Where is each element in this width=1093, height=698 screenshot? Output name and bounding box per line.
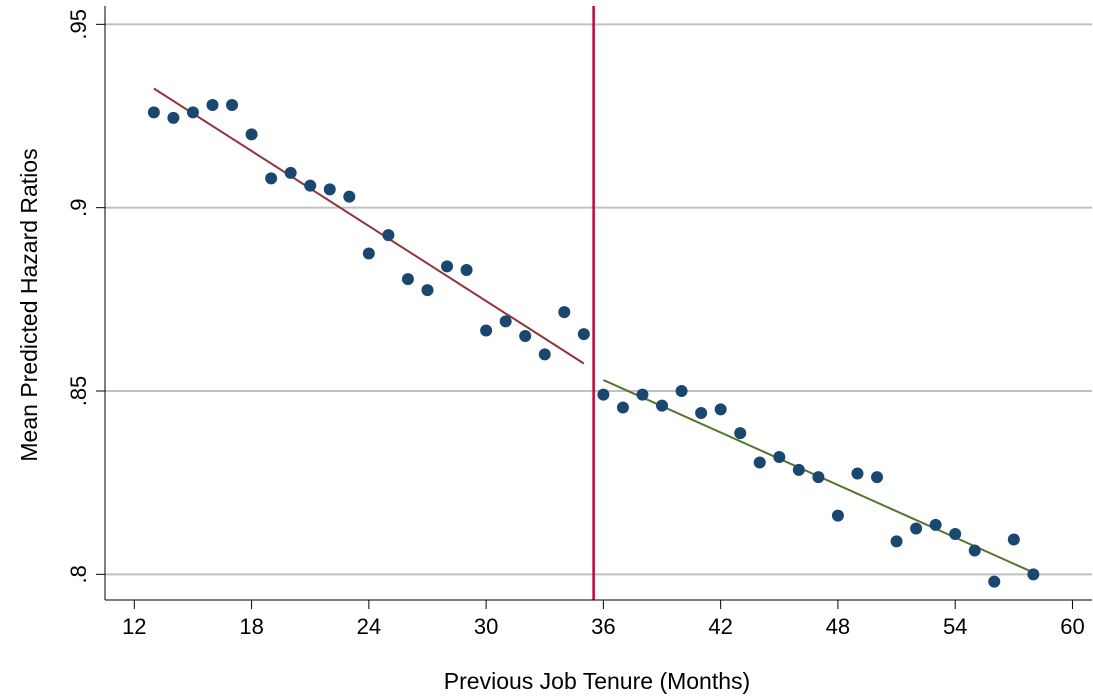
data-point-39	[910, 522, 923, 535]
data-point-27	[675, 385, 688, 397]
data-point-21	[558, 306, 571, 319]
data-point-40	[929, 518, 942, 531]
data-point-32	[773, 451, 786, 463]
data-point-22	[577, 328, 590, 341]
axes: 12 18 24 30 36 42 48 54 60 .8 .85 .9 .95	[66, 6, 1092, 639]
data-point-13	[401, 273, 414, 286]
data-point-2	[186, 106, 199, 119]
y-axis-title: Mean Predicted Hazard Ratios	[16, 148, 42, 461]
data-point-24	[616, 401, 629, 414]
data-point-26	[656, 399, 669, 412]
data-point-30	[734, 427, 747, 440]
grid-lines	[105, 23, 1092, 576]
y-tick-label-1: .85	[66, 376, 91, 407]
data-point-0	[147, 106, 160, 119]
x-axis-title: Previous Job Tenure (Months)	[444, 668, 750, 694]
data-point-12	[382, 229, 395, 242]
x-tick-label-8: 60	[1060, 614, 1084, 639]
data-point-29	[714, 403, 727, 416]
x-tick-label-2: 24	[357, 614, 381, 639]
data-point-42	[968, 544, 981, 557]
data-point-18	[499, 315, 512, 328]
fit-line-0	[153, 87, 585, 365]
data-point-4	[226, 99, 239, 111]
data-point-41	[949, 528, 962, 540]
x-tick-label-4: 36	[591, 614, 615, 639]
data-point-6	[265, 172, 278, 185]
data-point-9	[323, 183, 336, 196]
data-point-44	[1007, 533, 1020, 546]
data-point-34	[812, 471, 825, 484]
data-point-17	[480, 324, 493, 337]
data-point-10	[343, 190, 356, 203]
data-point-8	[304, 179, 317, 192]
y-tick-label-3: .95	[66, 9, 91, 40]
data-point-5	[245, 128, 258, 141]
x-tick-label-3: 30	[474, 614, 498, 639]
data-point-3	[206, 99, 219, 111]
data-point-14	[421, 284, 434, 297]
x-tick-label-7: 54	[943, 614, 967, 639]
data-point-31	[753, 456, 766, 469]
data-point-43	[988, 575, 1001, 588]
data-point-16	[460, 264, 473, 276]
x-tick-label-5: 42	[708, 614, 732, 639]
data-point-20	[538, 348, 551, 361]
data-point-35	[831, 509, 844, 522]
data-point-7	[284, 166, 297, 179]
x-tick-label-0: 12	[122, 614, 146, 639]
y-tick-label-0: .8	[66, 565, 91, 583]
data-point-19	[519, 330, 532, 342]
y-tick-label-2: .9	[66, 198, 91, 216]
x-tick-label-6: 48	[826, 614, 850, 639]
data-point-1	[167, 111, 180, 124]
data-point-23	[597, 388, 610, 401]
data-point-33	[792, 463, 805, 476]
data-points	[147, 99, 1040, 588]
data-point-37	[871, 471, 884, 484]
data-point-45	[1027, 568, 1040, 581]
data-point-15	[441, 260, 454, 273]
data-point-11	[362, 247, 375, 260]
data-point-28	[695, 407, 708, 419]
data-point-38	[890, 535, 903, 548]
data-point-36	[851, 467, 864, 480]
data-point-25	[636, 388, 649, 401]
x-tick-label-1: 18	[239, 614, 263, 639]
